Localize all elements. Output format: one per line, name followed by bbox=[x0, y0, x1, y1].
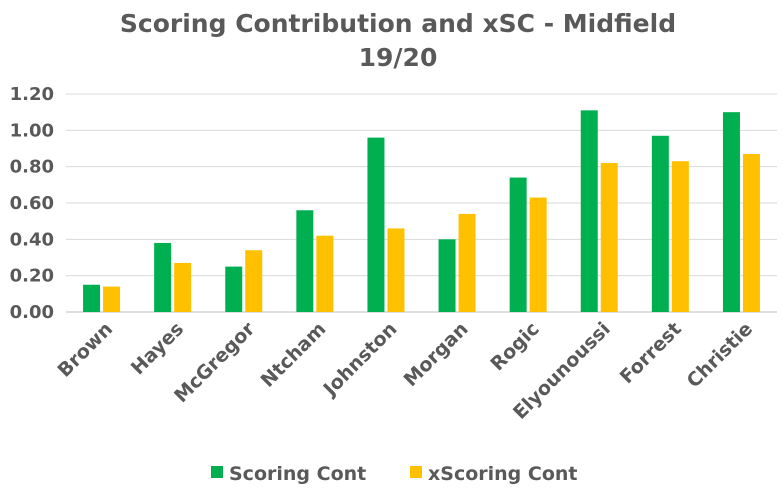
bar-scoring-cont bbox=[83, 284, 101, 312]
bar-scoring-cont bbox=[651, 135, 669, 312]
bar-scoring-cont bbox=[225, 266, 243, 312]
x-tick-label: Christie bbox=[683, 318, 757, 392]
bar-xscoring-cont bbox=[671, 161, 689, 312]
bars bbox=[83, 110, 760, 313]
bar-scoring-cont bbox=[509, 177, 527, 312]
bar-scoring-cont bbox=[722, 112, 740, 313]
bar-xscoring-cont bbox=[245, 250, 263, 312]
bar-xscoring-cont bbox=[174, 262, 192, 312]
x-tick-label: Hayes bbox=[127, 318, 188, 379]
chart-subtitle: 19/20 bbox=[359, 43, 438, 72]
bar-xscoring-cont bbox=[458, 213, 476, 312]
bar-xscoring-cont bbox=[600, 163, 618, 312]
bar-scoring-cont bbox=[580, 110, 598, 312]
x-tick-label: Forrest bbox=[616, 318, 686, 388]
bar-xscoring-cont bbox=[103, 286, 121, 312]
legend-label-scoring-cont: Scoring Cont bbox=[229, 463, 366, 485]
y-tick-label: 0.40 bbox=[10, 229, 54, 250]
x-tick-label: Brown bbox=[53, 318, 117, 382]
y-tick-label: 1.00 bbox=[10, 120, 54, 141]
x-tick-label: Johnston bbox=[318, 318, 402, 402]
bar-xscoring-cont bbox=[529, 197, 547, 312]
bar-scoring-cont bbox=[296, 210, 314, 312]
bar-xscoring-cont bbox=[316, 235, 334, 312]
x-tick-label: Rogic bbox=[486, 318, 543, 375]
y-axis: 0.00 0.20 0.40 0.60 0.80 1.00 1.20 bbox=[10, 84, 54, 323]
bar-scoring-cont bbox=[367, 137, 385, 312]
y-tick-label: 1.20 bbox=[10, 84, 54, 105]
legend: Scoring Cont xScoring Cont bbox=[211, 463, 578, 485]
bar-scoring-cont bbox=[438, 239, 456, 312]
legend-label-xscoring-cont: xScoring Cont bbox=[428, 463, 578, 485]
legend-swatch-scoring-cont bbox=[211, 466, 223, 478]
gridlines bbox=[66, 93, 777, 313]
chart-title: Scoring Contribution and xSC - Midfield bbox=[120, 9, 676, 38]
bar-xscoring-cont bbox=[742, 153, 760, 312]
y-tick-label: 0.00 bbox=[10, 302, 54, 323]
bar-scoring-cont bbox=[154, 242, 172, 312]
x-tick-label: Morgan bbox=[400, 318, 473, 391]
y-tick-label: 0.20 bbox=[10, 266, 54, 287]
legend-swatch-xscoring-cont bbox=[410, 466, 422, 478]
x-tick-label: Ntcham bbox=[257, 318, 331, 392]
y-tick-label: 0.80 bbox=[10, 157, 54, 178]
y-tick-label: 0.60 bbox=[10, 193, 54, 214]
bar-xscoring-cont bbox=[387, 228, 405, 312]
